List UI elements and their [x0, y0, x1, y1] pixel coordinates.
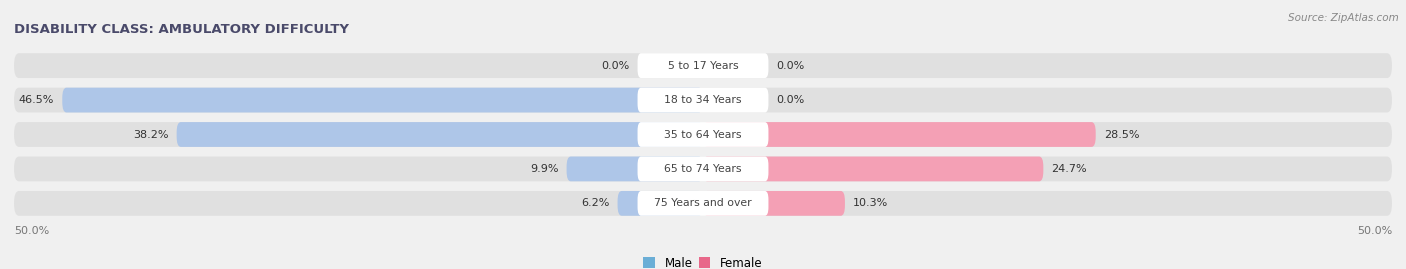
FancyBboxPatch shape [14, 191, 1392, 216]
FancyBboxPatch shape [637, 157, 769, 181]
Text: DISABILITY CLASS: AMBULATORY DIFFICULTY: DISABILITY CLASS: AMBULATORY DIFFICULTY [14, 23, 349, 36]
Text: 5 to 17 Years: 5 to 17 Years [668, 61, 738, 71]
Text: 0.0%: 0.0% [776, 61, 806, 71]
Text: 65 to 74 Years: 65 to 74 Years [664, 164, 742, 174]
FancyBboxPatch shape [637, 88, 769, 112]
Text: 50.0%: 50.0% [14, 226, 49, 236]
FancyBboxPatch shape [14, 157, 1392, 181]
FancyBboxPatch shape [617, 191, 703, 216]
Text: 6.2%: 6.2% [581, 198, 609, 208]
Text: 0.0%: 0.0% [600, 61, 630, 71]
Text: 28.5%: 28.5% [1104, 129, 1139, 140]
Text: Source: ZipAtlas.com: Source: ZipAtlas.com [1288, 13, 1399, 23]
FancyBboxPatch shape [14, 88, 1392, 112]
Text: 38.2%: 38.2% [134, 129, 169, 140]
FancyBboxPatch shape [637, 53, 769, 78]
FancyBboxPatch shape [703, 157, 1043, 181]
FancyBboxPatch shape [62, 88, 703, 112]
Text: 24.7%: 24.7% [1052, 164, 1087, 174]
FancyBboxPatch shape [637, 191, 769, 216]
Text: 75 Years and over: 75 Years and over [654, 198, 752, 208]
Text: 10.3%: 10.3% [853, 198, 889, 208]
Text: 9.9%: 9.9% [530, 164, 558, 174]
FancyBboxPatch shape [703, 191, 845, 216]
FancyBboxPatch shape [14, 53, 1392, 78]
FancyBboxPatch shape [177, 122, 703, 147]
Text: 0.0%: 0.0% [776, 95, 806, 105]
FancyBboxPatch shape [637, 122, 769, 147]
FancyBboxPatch shape [14, 122, 1392, 147]
Text: 46.5%: 46.5% [18, 95, 53, 105]
Legend: Male, Female: Male, Female [644, 257, 762, 269]
FancyBboxPatch shape [703, 122, 1095, 147]
Text: 18 to 34 Years: 18 to 34 Years [664, 95, 742, 105]
Text: 35 to 64 Years: 35 to 64 Years [664, 129, 742, 140]
Text: 50.0%: 50.0% [1357, 226, 1392, 236]
FancyBboxPatch shape [567, 157, 703, 181]
